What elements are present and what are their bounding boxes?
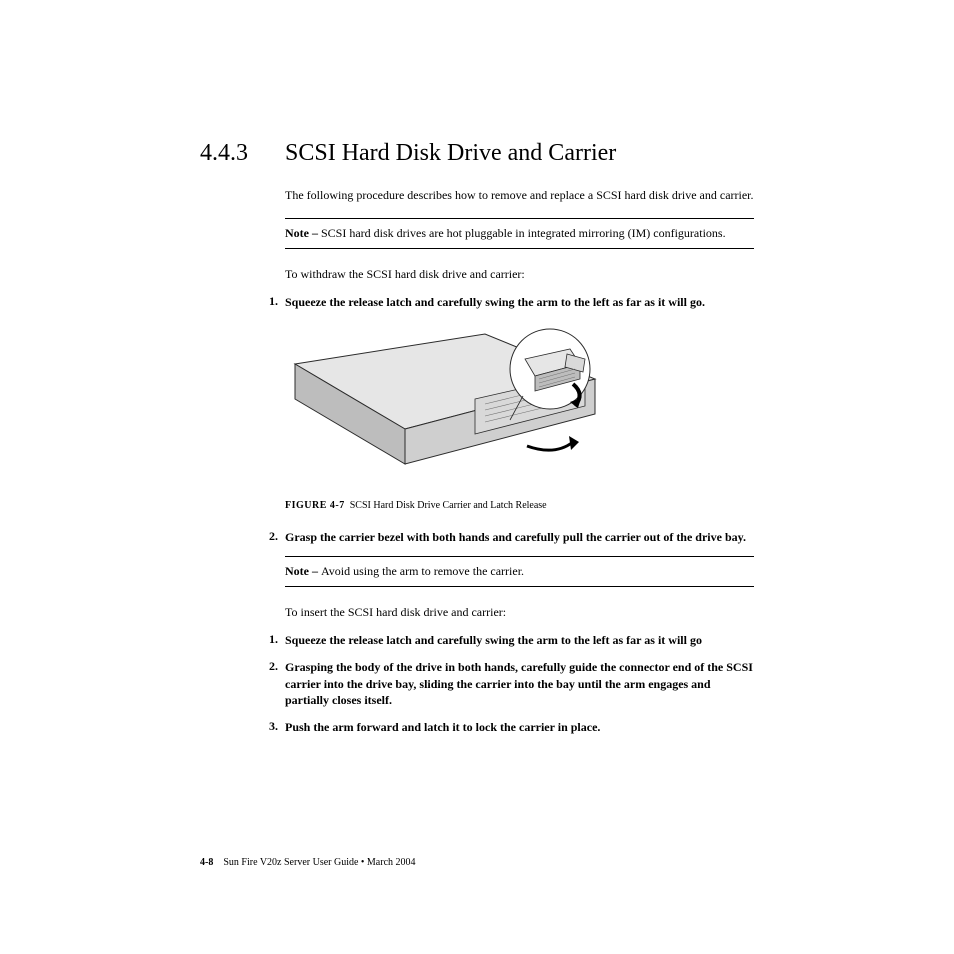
note-box-2: Note – Avoid using the arm to remove the… (285, 556, 754, 587)
insert-step-3: 3. Push the arm forward and latch it to … (269, 719, 754, 736)
figure-4-7: FIGURE 4-7 SCSI Hard Disk Drive Carrier … (285, 324, 754, 511)
note-label: Note – (285, 564, 321, 578)
note-box-1: Note – SCSI hard disk drives are hot plu… (285, 218, 754, 249)
intro-paragraph: The following procedure describes how to… (285, 187, 754, 204)
step-number: 1. (269, 632, 285, 649)
step-text: Push the arm forward and latch it to loc… (285, 719, 600, 736)
figure-caption-text: SCSI Hard Disk Drive Carrier and Latch R… (350, 500, 547, 511)
scsi-drive-carrier-illustration (285, 324, 605, 494)
note-text: Avoid using the arm to remove the carrie… (321, 564, 524, 578)
section-title: SCSI Hard Disk Drive and Carrier (285, 140, 616, 167)
step-number: 1. (269, 294, 285, 311)
insert-lead: To insert the SCSI hard disk drive and c… (285, 605, 754, 620)
figure-label: FIGURE 4-7 (285, 500, 345, 511)
withdraw-step-2: 2. Grasp the carrier bezel with both han… (269, 529, 754, 546)
step-number: 2. (269, 529, 285, 546)
page-number: 4-8 (200, 857, 213, 868)
step-number: 2. (269, 659, 285, 709)
doc-title-footer: Sun Fire V20z Server User Guide • March … (223, 857, 415, 868)
insert-step-2: 2. Grasping the body of the drive in bot… (269, 659, 754, 709)
document-page: 4.4.3 SCSI Hard Disk Drive and Carrier T… (0, 0, 954, 954)
note-label: Note – (285, 226, 321, 240)
step-text: Squeeze the release latch and carefully … (285, 632, 702, 649)
step-text: Grasping the body of the drive in both h… (285, 659, 754, 709)
section-content: The following procedure describes how to… (285, 187, 754, 736)
note-text: SCSI hard disk drives are hot pluggable … (321, 226, 726, 240)
step-text: Grasp the carrier bezel with both hands … (285, 529, 746, 546)
step-text: Squeeze the release latch and carefully … (285, 294, 705, 311)
insert-step-1: 1. Squeeze the release latch and careful… (269, 632, 754, 649)
withdraw-lead: To withdraw the SCSI hard disk drive and… (285, 267, 754, 282)
section-number: 4.4.3 (200, 140, 285, 167)
figure-caption: FIGURE 4-7 SCSI Hard Disk Drive Carrier … (285, 500, 754, 511)
step-number: 3. (269, 719, 285, 736)
withdraw-step-1: 1. Squeeze the release latch and careful… (269, 294, 754, 311)
page-footer: 4-8 Sun Fire V20z Server User Guide • Mar… (200, 857, 416, 868)
section-heading: 4.4.3 SCSI Hard Disk Drive and Carrier (200, 140, 754, 167)
